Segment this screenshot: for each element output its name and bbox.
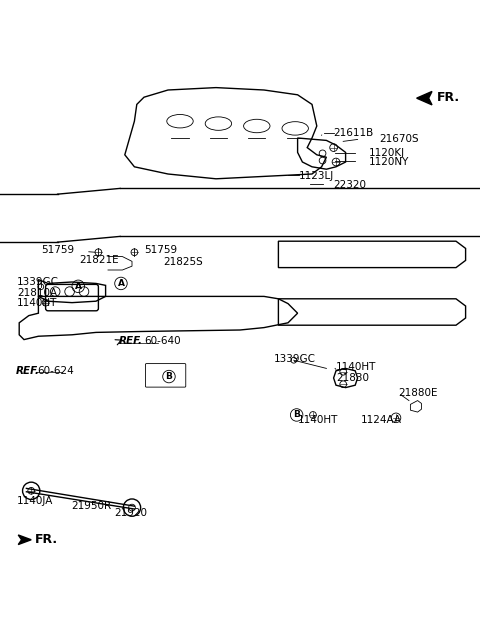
Text: REF.: REF. (119, 336, 143, 345)
Text: FR.: FR. (437, 91, 460, 104)
Text: 1124AA: 1124AA (361, 415, 402, 425)
Text: 21821E: 21821E (79, 255, 119, 265)
Text: 1140JA: 1140JA (17, 496, 53, 506)
Text: 1140HT: 1140HT (17, 298, 57, 308)
Text: 21810A: 21810A (17, 287, 57, 298)
Text: 1140HT: 1140HT (336, 362, 376, 372)
Text: B: B (293, 410, 300, 420)
Text: 1339GC: 1339GC (17, 277, 59, 287)
Text: 21825S: 21825S (163, 258, 203, 267)
Text: 21830: 21830 (336, 373, 369, 382)
Text: REF.: REF. (15, 366, 39, 376)
Text: 1339GC: 1339GC (274, 354, 316, 364)
Text: B: B (166, 372, 172, 381)
Text: 1123LJ: 1123LJ (299, 171, 334, 181)
Text: 60-640: 60-640 (144, 336, 180, 345)
Text: 21920: 21920 (114, 508, 147, 518)
Text: A: A (118, 279, 124, 288)
Text: 1120KJ: 1120KJ (369, 148, 405, 158)
Text: 51759: 51759 (144, 245, 177, 255)
Text: 21880E: 21880E (398, 389, 438, 398)
Text: 21950R: 21950R (71, 501, 111, 511)
Text: 51759: 51759 (41, 245, 74, 255)
Text: 60-624: 60-624 (37, 366, 74, 376)
Text: FR.: FR. (35, 533, 58, 546)
Text: 1120NY: 1120NY (369, 156, 409, 167)
Text: 21670S: 21670S (379, 134, 419, 144)
Text: A: A (75, 282, 82, 291)
Text: 22320: 22320 (334, 179, 367, 190)
Polygon shape (18, 535, 31, 544)
Polygon shape (417, 92, 432, 105)
Text: 21611B: 21611B (334, 128, 374, 138)
Text: 1140HT: 1140HT (298, 415, 338, 425)
